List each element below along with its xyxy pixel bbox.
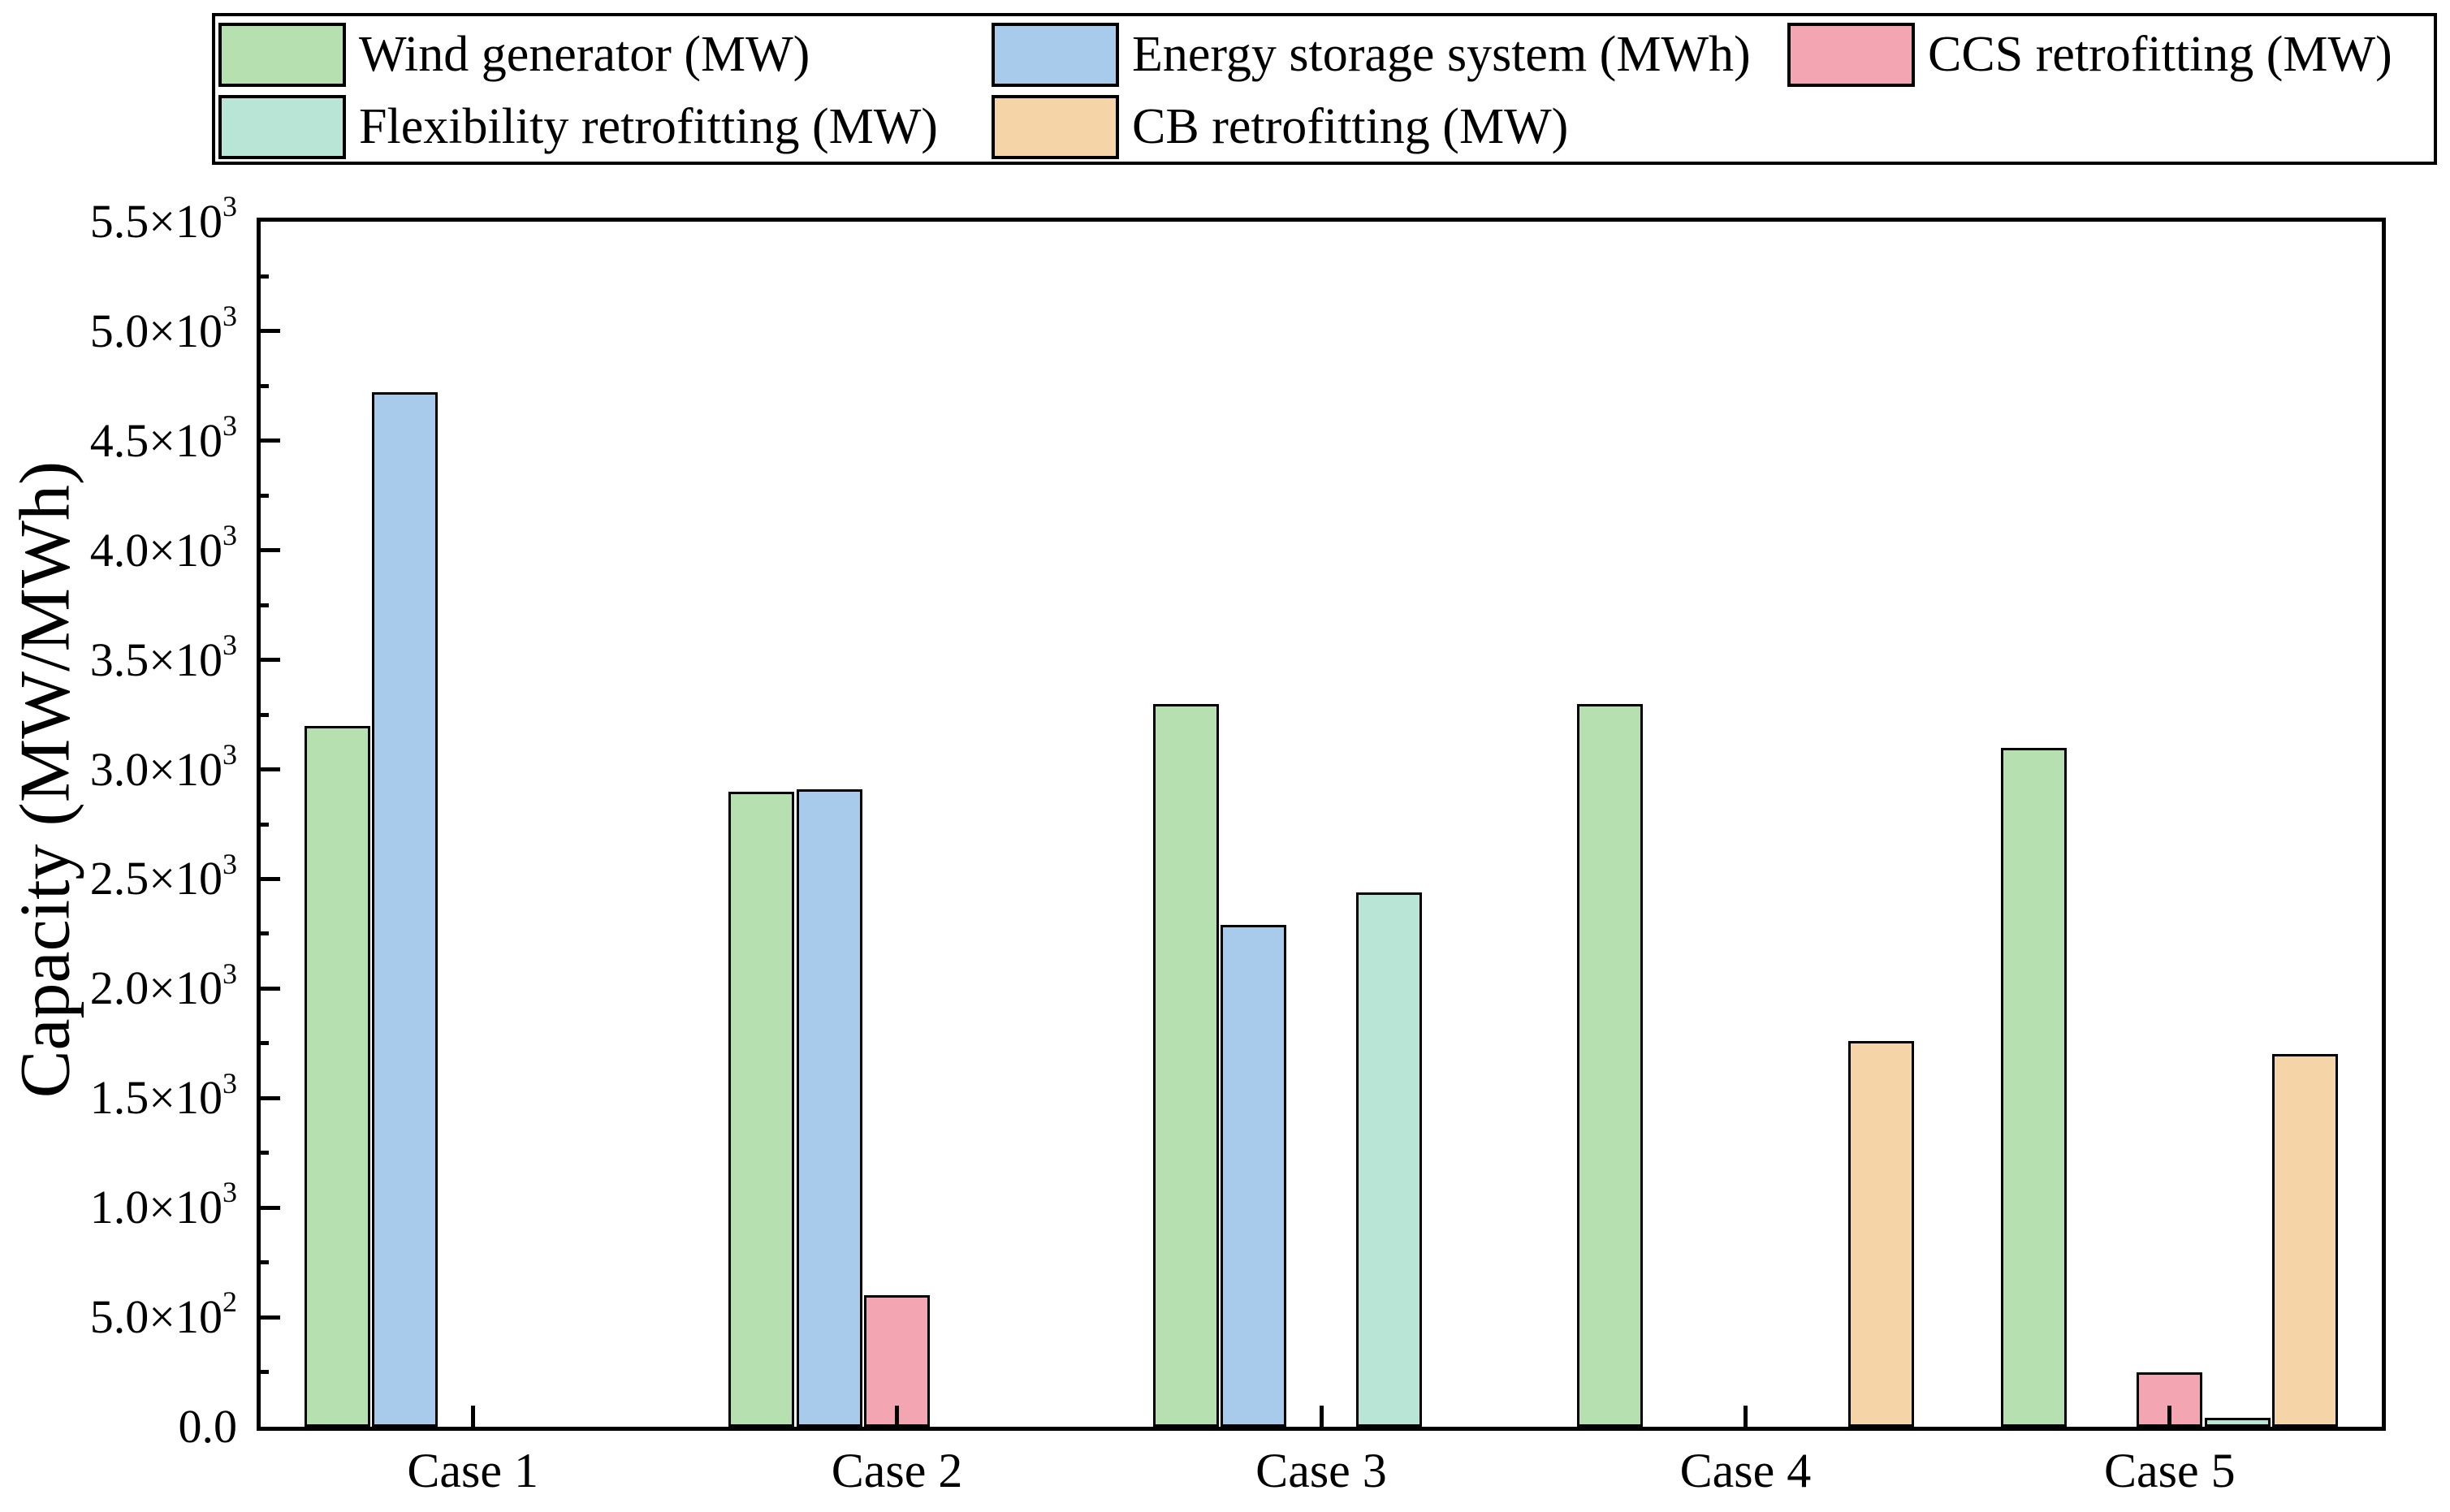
- y-tick-label: 5.5×103: [89, 190, 237, 248]
- legend-item-wind-generator: Wind generator (MW): [218, 23, 992, 87]
- legend-swatch-icon: [218, 23, 346, 87]
- y-tick-label: 5.0×103: [89, 300, 237, 357]
- tick-label-exponent: 3: [223, 300, 237, 333]
- legend-item-energy-storage-system: Energy storage system (MWh): [992, 23, 1787, 87]
- bar-cb-retrofitting-case-4: [1847, 1041, 1914, 1427]
- legend-swatch-icon: [992, 95, 1119, 159]
- legend-item-ccs-retrofitting: CCS retrofitting (MW): [1787, 23, 2434, 87]
- y-major-tick: [261, 1095, 280, 1100]
- y-tick-label: 1.0×103: [89, 1176, 237, 1234]
- y-tick-label: 4.5×103: [89, 409, 237, 467]
- legend-grid: Wind generator (MW) Energy storage system…: [215, 16, 2434, 159]
- y-minor-tick: [261, 383, 269, 388]
- x-tick: [1319, 1406, 1324, 1427]
- bar-flexibility-retrofitting-case-5: [2204, 1418, 2271, 1427]
- bar-energy-storage-system-case-2: [796, 789, 862, 1427]
- x-tick: [2167, 1406, 2172, 1427]
- legend-label: Wind generator (MW): [359, 27, 810, 82]
- y-tick-label: 4.0×103: [89, 519, 237, 577]
- x-tick: [1743, 1406, 1748, 1427]
- y-major-tick: [261, 329, 280, 334]
- y-major-tick: [261, 876, 280, 881]
- y-tick-label: 3.5×103: [89, 628, 237, 686]
- tick-label-exponent: 3: [223, 519, 237, 551]
- x-tick: [470, 1406, 475, 1427]
- y-major-tick: [261, 1315, 280, 1320]
- tick-label-exponent: 3: [223, 737, 237, 771]
- chart-legend: Wind generator (MW) Energy storage system…: [212, 13, 2437, 165]
- legend-label: CB retrofitting (MW): [1132, 99, 1569, 154]
- y-tick-label: 5.0×102: [89, 1285, 237, 1344]
- y-tick-label: 2.5×103: [89, 847, 237, 905]
- tick-label-exponent: 3: [223, 847, 237, 880]
- bar-wind-generator-case-4: [1576, 704, 1643, 1427]
- bar-cb-retrofitting-case-5: [2272, 1054, 2339, 1427]
- y-tick-label: 2.0×103: [89, 957, 237, 1015]
- y-minor-tick: [261, 1260, 269, 1265]
- legend-swatch-icon: [1787, 23, 1915, 87]
- plot-area: [257, 218, 2386, 1431]
- bar-energy-storage-system-case-1: [372, 392, 439, 1427]
- x-axis-label-case-5: Case 5: [2103, 1444, 2236, 1497]
- y-major-tick: [261, 986, 280, 991]
- legend-swatch-icon: [992, 23, 1119, 87]
- tick-label-exponent: 3: [223, 1176, 237, 1209]
- y-major-tick: [261, 548, 280, 553]
- plot-inner: [261, 222, 2382, 1427]
- bar-wind-generator-case-1: [304, 726, 370, 1427]
- y-minor-tick: [261, 603, 269, 607]
- bar-wind-generator-case-3: [1152, 704, 1219, 1427]
- y-minor-tick: [261, 712, 269, 717]
- x-axis-label-case-2: Case 2: [831, 1444, 963, 1497]
- y-axis-title: Capacity (MW/MWh): [6, 460, 85, 1099]
- y-tick-label: 3.0×103: [89, 737, 237, 796]
- bar-energy-storage-system-case-3: [1221, 925, 1286, 1427]
- tick-label-exponent: 2: [223, 1285, 237, 1319]
- legend-label: Flexibility retrofitting (MW): [359, 99, 938, 154]
- y-minor-tick: [261, 822, 269, 827]
- y-major-tick: [261, 1205, 280, 1210]
- x-tick: [895, 1406, 900, 1427]
- y-major-tick: [261, 767, 280, 772]
- y-minor-tick: [261, 274, 269, 279]
- x-axis-label-case-4: Case 4: [1679, 1444, 1812, 1497]
- legend-swatch-icon: [218, 95, 346, 159]
- legend-item-cb-retrofitting: CB retrofitting (MW): [992, 95, 1787, 159]
- legend-label: Energy storage system (MWh): [1132, 27, 1751, 82]
- tick-label-exponent: 3: [223, 409, 237, 443]
- y-minor-tick: [261, 1041, 269, 1046]
- y-major-tick: [261, 438, 280, 443]
- tick-label-exponent: 3: [223, 957, 237, 990]
- y-tick-label: 0.0: [178, 1400, 238, 1453]
- y-minor-tick: [261, 1370, 269, 1375]
- bar-wind-generator-case-5: [2001, 748, 2068, 1427]
- tick-label-exponent: 3: [223, 190, 237, 223]
- y-minor-tick: [261, 1151, 269, 1156]
- y-minor-tick: [261, 931, 269, 936]
- x-axis-label-case-1: Case 1: [407, 1444, 538, 1497]
- tick-label-exponent: 3: [223, 1066, 237, 1099]
- y-major-tick: [261, 658, 280, 663]
- legend-label: CCS retrofitting (MW): [1928, 27, 2392, 82]
- x-axis-label-case-3: Case 3: [1255, 1444, 1387, 1497]
- tick-label-exponent: 3: [223, 628, 237, 661]
- legend-item-flexibility-retrofitting: Flexibility retrofitting (MW): [218, 95, 992, 159]
- bar-flexibility-retrofitting-case-3: [1356, 892, 1422, 1427]
- bar-wind-generator-case-2: [728, 792, 795, 1427]
- y-minor-tick: [261, 493, 269, 498]
- y-tick-label: 1.5×103: [89, 1066, 237, 1125]
